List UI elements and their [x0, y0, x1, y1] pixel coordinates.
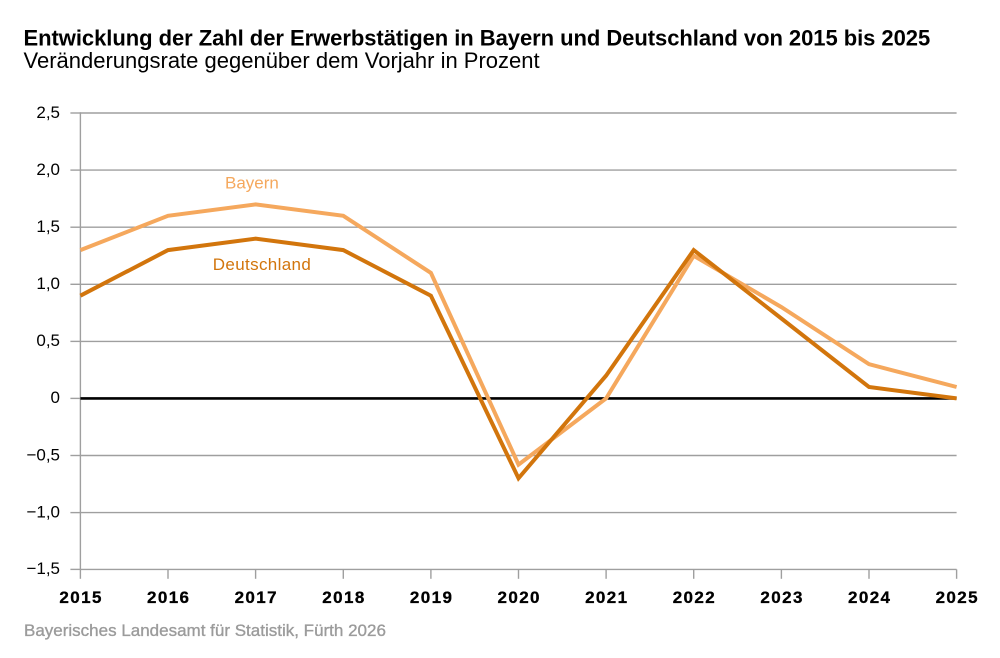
- svg-text:−0,5: −0,5: [26, 445, 60, 464]
- svg-text:1,0: 1,0: [36, 274, 60, 293]
- svg-text:Bayern: Bayern: [225, 174, 279, 193]
- svg-text:2016: 2016: [147, 588, 190, 607]
- svg-text:2022: 2022: [673, 588, 716, 607]
- svg-text:−1,5: −1,5: [26, 559, 60, 578]
- svg-text:2020: 2020: [497, 588, 540, 607]
- svg-text:2021: 2021: [585, 588, 628, 607]
- svg-text:2018: 2018: [322, 588, 365, 607]
- svg-text:0: 0: [51, 388, 60, 407]
- svg-text:2,0: 2,0: [36, 160, 60, 179]
- svg-text:−1,0: −1,0: [26, 502, 60, 521]
- svg-text:Entwicklung der Zahl der Erwer: Entwicklung der Zahl der Erwerbstätigen …: [24, 26, 931, 51]
- svg-text:2015: 2015: [59, 588, 102, 607]
- svg-text:2023: 2023: [760, 588, 803, 607]
- svg-text:Veränderungsrate gegenüber dem: Veränderungsrate gegenüber dem Vorjahr i…: [24, 48, 540, 73]
- svg-text:Bayerisches Landesamt für Stat: Bayerisches Landesamt für Statistik, Für…: [24, 621, 386, 640]
- svg-text:Deutschland: Deutschland: [213, 255, 311, 274]
- svg-text:2024: 2024: [848, 588, 891, 607]
- svg-text:2017: 2017: [235, 588, 278, 607]
- svg-text:1,5: 1,5: [36, 217, 60, 236]
- svg-text:2025: 2025: [936, 588, 979, 607]
- svg-text:2,5: 2,5: [36, 103, 60, 122]
- svg-text:2019: 2019: [410, 588, 453, 607]
- svg-text:0,5: 0,5: [36, 331, 60, 350]
